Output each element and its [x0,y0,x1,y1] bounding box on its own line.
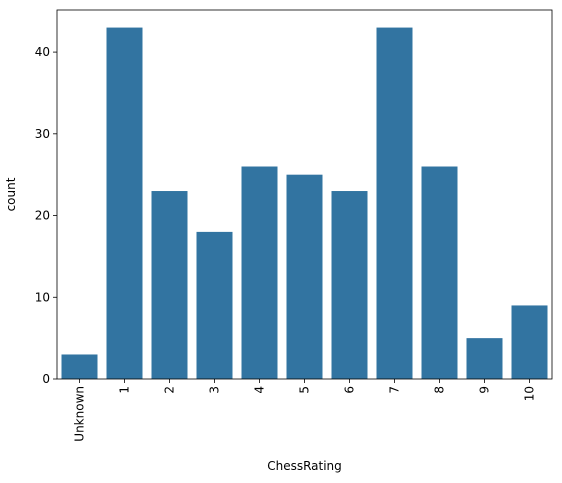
y-tick-label: 40 [35,45,50,59]
plot-frame [56,9,553,380]
bars-group [61,27,548,379]
bar-7 [376,27,413,379]
bar-9 [466,338,503,379]
x-tick-label: Unknown [73,386,87,442]
y-tick-label: 0 [42,372,50,386]
x-tick-label: 7 [388,386,402,394]
x-tick-label: 8 [433,386,447,394]
x-tick-label: 4 [253,386,267,394]
bar-3 [196,231,233,379]
x-tick-label: 3 [208,386,222,394]
x-tick-label: 9 [478,386,492,394]
bar-10 [511,305,548,379]
x-tick-label: 2 [163,386,177,394]
y-tick-label: 10 [35,290,50,304]
x-axis-label: ChessRating [267,459,342,473]
y-axis-label: count [4,177,18,211]
y-tick-label: 20 [35,209,50,223]
bar-1 [106,27,143,379]
x-tick-label: 5 [298,386,312,394]
bar-5 [286,174,323,379]
y-axis-ticks: 0 10 20 30 40 [35,45,57,386]
bar-4 [241,166,278,379]
x-tick-label: 1 [118,386,132,394]
x-tick-label: 10 [523,386,537,401]
x-axis-ticks: Unknown 1 2 3 4 5 6 7 8 9 10 [73,379,537,442]
y-tick-label: 30 [35,127,50,141]
bar-2 [151,191,188,379]
bar-8 [421,166,458,379]
bar-6 [331,191,368,379]
bar-unknown [61,354,98,379]
x-tick-label: 6 [343,386,357,394]
